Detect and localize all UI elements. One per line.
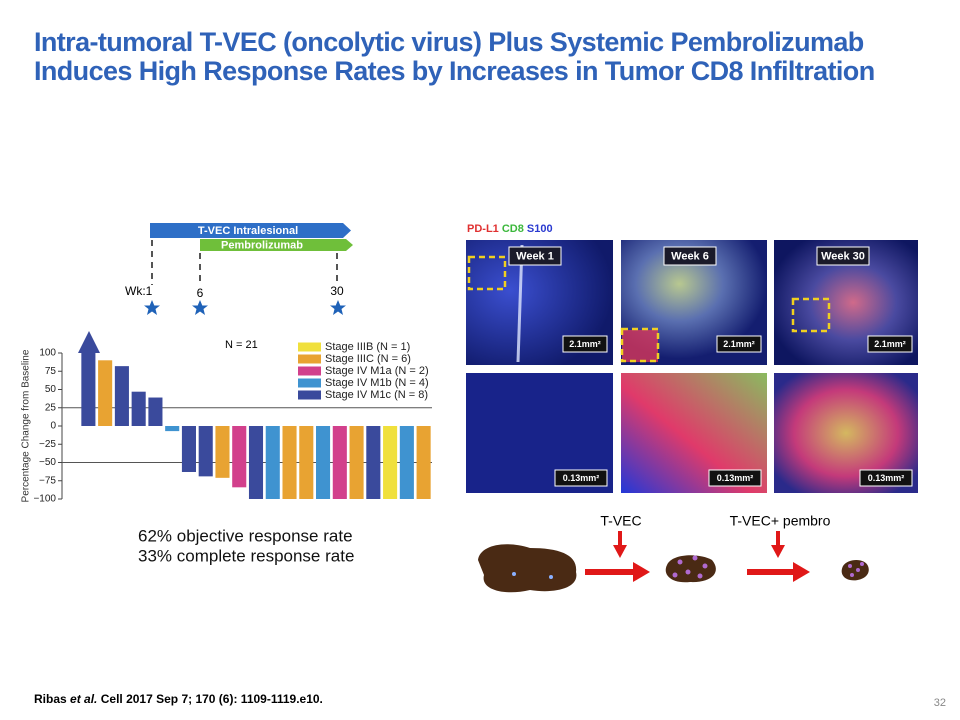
stain: S100 bbox=[527, 223, 553, 235]
page-number: 32 bbox=[934, 697, 946, 709]
step-label: T-VEC+ pembro bbox=[730, 513, 831, 529]
legend-label: Stage IIIB (N = 1) bbox=[325, 341, 410, 353]
legend-swatch bbox=[298, 390, 321, 400]
area-box bbox=[859, 469, 913, 487]
area-box bbox=[562, 335, 608, 353]
bar bbox=[98, 360, 113, 426]
legend-label: Stage IV M1c (N = 8) bbox=[325, 389, 428, 401]
waterfall-chart: 100 75 50 25 0 −25 −50 −75 −100 Stage IIIB (N = 1… bbox=[33, 341, 432, 505]
area-label: 2.1mm² bbox=[569, 339, 601, 349]
bar bbox=[265, 426, 280, 499]
week-number: 30 bbox=[330, 284, 344, 298]
bar bbox=[282, 426, 297, 499]
legend-swatch bbox=[298, 354, 321, 364]
stain-legend: PD-L1 CD8 S100 bbox=[467, 223, 553, 235]
y-tick-label: 50 bbox=[45, 384, 57, 395]
y-tick-label: 0 bbox=[50, 421, 56, 432]
bar bbox=[81, 353, 96, 426]
week-label: Week 30 bbox=[821, 250, 865, 262]
area-label: 2.1mm² bbox=[723, 339, 755, 349]
title: Induces High Response Rates by Increases… bbox=[34, 56, 875, 86]
y-tick-label: 100 bbox=[39, 348, 56, 359]
bar bbox=[148, 397, 163, 426]
area-label: 0.13mm² bbox=[868, 473, 905, 483]
bar bbox=[299, 426, 314, 499]
bar bbox=[399, 426, 414, 499]
area-box bbox=[716, 335, 762, 353]
bar bbox=[181, 426, 196, 472]
y-tick-label: 75 bbox=[45, 366, 57, 377]
y-tick-label: −50 bbox=[39, 457, 56, 468]
week-label: Week 6 bbox=[671, 250, 709, 262]
legend-label: Stage IIIC (N = 6) bbox=[325, 353, 411, 365]
stars bbox=[144, 300, 346, 315]
citation-author: Ribas bbox=[34, 692, 67, 706]
title: Intra-tumoral T-VEC (oncolytic virus) Pl… bbox=[34, 27, 864, 57]
bar bbox=[349, 426, 364, 499]
week-dashes bbox=[151, 240, 338, 285]
legend-label: Stage IV M1a (N = 2) bbox=[325, 365, 429, 377]
bar bbox=[215, 426, 230, 478]
week-number: 6 bbox=[197, 286, 204, 300]
week-label: Wk: bbox=[125, 284, 146, 298]
week-box bbox=[663, 246, 717, 266]
y-tick-label: −25 bbox=[39, 439, 56, 450]
week-box bbox=[508, 246, 562, 266]
area-box bbox=[867, 335, 913, 353]
legend-swatch bbox=[298, 366, 321, 376]
week-box bbox=[816, 246, 870, 266]
result: 33% complete response rate bbox=[138, 546, 354, 565]
arrow-over-axis bbox=[78, 331, 100, 353]
legend-swatch bbox=[298, 342, 321, 352]
area-label: 0.13mm² bbox=[717, 473, 754, 483]
timeline-label: Pembrolizumab bbox=[221, 239, 303, 251]
bar bbox=[248, 426, 264, 499]
bar bbox=[232, 426, 247, 488]
week-label: Week 1 bbox=[516, 250, 554, 262]
week-number: 1 bbox=[146, 284, 153, 298]
bar bbox=[165, 426, 180, 432]
stain: CD8 bbox=[502, 223, 524, 235]
y-tick-label: −75 bbox=[39, 475, 56, 486]
y-tick-label: 25 bbox=[45, 402, 57, 413]
citation-rest: Cell 2017 Sep 7; 170 (6): 1109-1119.e10. bbox=[101, 692, 323, 706]
legend-label: Stage IV M1b (N = 4) bbox=[325, 377, 429, 389]
image-labels: Week 1 2.1mm² 0.13mm² Week 6 2.1mm² 0.13mm² We… bbox=[508, 246, 913, 487]
area-label: 2.1mm² bbox=[874, 339, 906, 349]
stain: PD-L1 bbox=[467, 223, 499, 235]
bar bbox=[383, 426, 398, 499]
tumor-diagram bbox=[478, 531, 869, 593]
bar bbox=[198, 426, 213, 477]
annotation: N = 21 bbox=[225, 339, 258, 351]
area-label: 0.13mm² bbox=[563, 473, 600, 483]
micrographs bbox=[466, 240, 918, 493]
step-label: T-VEC bbox=[600, 513, 641, 529]
bar bbox=[131, 391, 146, 426]
citation: Ribas et al. Cell 2017 Sep 7; 170 (6): 1… bbox=[34, 692, 323, 706]
bar bbox=[366, 426, 381, 499]
result: 62% objective response rate bbox=[138, 526, 353, 545]
bar bbox=[416, 426, 431, 499]
y-tick-label: −100 bbox=[33, 494, 56, 505]
area-box bbox=[554, 469, 608, 487]
citation-etal: et al. bbox=[70, 692, 97, 706]
timeline-label: T-VEC Intralesional bbox=[198, 225, 298, 237]
legend-swatch bbox=[298, 378, 321, 388]
tvec-arrow bbox=[150, 223, 351, 238]
bar bbox=[332, 426, 347, 499]
bar bbox=[316, 426, 331, 499]
y-axis-label: Percentage Change from Baseline bbox=[21, 349, 32, 502]
bar bbox=[114, 366, 129, 426]
pembro-arrow bbox=[200, 239, 353, 251]
area-box bbox=[708, 469, 762, 487]
